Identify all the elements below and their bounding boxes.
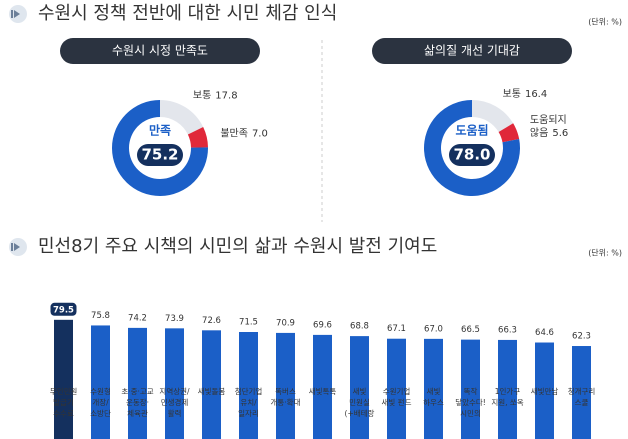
bar <box>350 336 369 439</box>
chart-title-pill <box>60 38 260 64</box>
category-label: 수원기업 새빛 펀드 <box>382 387 412 407</box>
unit-label: (단위: %) <box>588 248 622 258</box>
segment-value: 17.8 <box>215 90 237 101</box>
category-label: 수원형 개장/소방단 <box>90 387 111 418</box>
value-label: 73.9 <box>165 314 184 324</box>
chart-title: 삶의질 개선 기대감 <box>424 44 520 58</box>
bar <box>91 325 110 439</box>
value-label: 69.6 <box>313 320 332 330</box>
bar <box>572 346 591 439</box>
segment-value: 7.0 <box>252 129 268 140</box>
center-label: 도움됨 <box>455 123 488 138</box>
category-label: 초·중·고교 운동장· 체육관 <box>121 387 153 418</box>
section-icon <box>9 5 27 23</box>
bar <box>276 332 295 439</box>
segment-label: 불만족 <box>220 128 248 140</box>
category-label: 첨단기업 유치/일자리 <box>235 386 263 418</box>
donut-segment <box>472 100 514 133</box>
category-label: 청개구리 스쿨 <box>568 386 596 407</box>
bar <box>239 332 258 439</box>
value-label: 71.5 <box>239 318 258 328</box>
bar <box>498 339 517 439</box>
category-label: 1인가구 지원, 쏘옥 <box>491 386 523 407</box>
segment-value: 16.4 <box>525 89 547 100</box>
value-label: 74.2 <box>128 313 147 323</box>
value-label: 67.0 <box>424 324 443 334</box>
value-pill <box>137 144 183 166</box>
segment-label: 보통 <box>193 89 211 101</box>
segment-label: 도움되지 않음 <box>530 114 567 139</box>
value-label: 66.5 <box>461 325 480 335</box>
value-label: 66.3 <box>498 325 517 335</box>
bar <box>128 327 147 439</box>
section-icon <box>9 238 27 256</box>
donut-segment <box>160 100 204 135</box>
center-value: 78.0 <box>453 146 490 164</box>
value-label: 68.8 <box>350 322 369 332</box>
category-label: 무인민원 발급기 수수료 <box>50 386 78 418</box>
value-label: 67.1 <box>387 324 406 334</box>
section-title: 수원시 정책 전반에 대한 시민 체감 인식 <box>38 3 337 24</box>
value-label: 75.8 <box>91 311 110 321</box>
category-label: 새빛돌봄 <box>198 386 226 396</box>
chart-title-pill <box>372 38 572 64</box>
unit-label: (단위: %) <box>588 17 622 27</box>
category-label: 똑작 닿았수다! 시민의 <box>455 386 486 418</box>
donut-segment <box>424 100 520 196</box>
segment-label: 보통 <box>503 88 521 100</box>
chart-title: 수원시 시정 만족도 <box>112 44 208 58</box>
center-label: 만족 <box>149 123 171 138</box>
value-label: 62.3 <box>572 332 591 342</box>
bar <box>535 342 554 439</box>
category-label: 똑버스 개통·확대 <box>271 386 301 407</box>
category-label: 새빛만남 <box>531 386 559 396</box>
value-label-box <box>50 302 77 316</box>
center-value: 75.2 <box>141 146 178 164</box>
bar <box>202 330 221 439</box>
donut-segment <box>187 127 208 148</box>
category-label: 새빛 민원실 (+배테랑 <box>345 386 375 418</box>
donut-segment <box>498 123 520 143</box>
donut-segment <box>112 100 208 196</box>
bar <box>387 338 406 439</box>
bar <box>54 319 73 439</box>
value-pill <box>449 144 495 166</box>
bar <box>461 339 480 439</box>
segment-value: 5.6 <box>552 128 568 139</box>
bar <box>165 328 184 439</box>
value-label: 72.6 <box>202 316 221 326</box>
section-title: 민선8기 주요 시책의 시민의 삶과 수원시 발전 기여도 <box>38 236 437 257</box>
value-label: 70.9 <box>276 318 295 328</box>
category-label: 지역상권/민생경제 활력 <box>159 386 190 418</box>
category-label: 새빛 하우스 <box>423 386 444 407</box>
bar <box>424 338 443 439</box>
value-label: 79.5 <box>53 305 74 315</box>
bar <box>313 334 332 439</box>
category-label: 새빛톡톡 <box>309 386 337 396</box>
value-label: 64.6 <box>535 328 554 338</box>
